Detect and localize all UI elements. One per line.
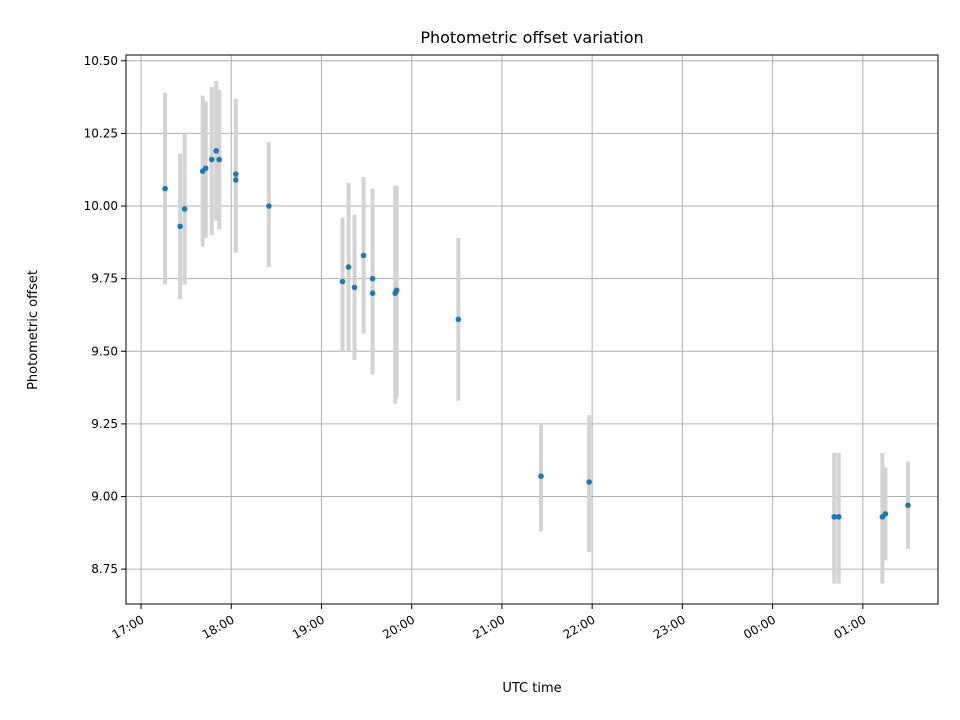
data-point <box>345 264 352 270</box>
data-point <box>208 156 215 163</box>
data-point <box>339 278 346 285</box>
grid-layer <box>126 55 938 604</box>
y-tick-label: 9.75 <box>91 272 118 286</box>
x-axis-label: UTC time <box>502 681 561 696</box>
data-point <box>455 316 462 323</box>
data-point <box>177 223 183 230</box>
y-tick-label: 10.25 <box>84 126 118 140</box>
data-point <box>586 479 592 485</box>
data-point <box>835 514 842 520</box>
data-point <box>393 287 400 294</box>
y-tick-label: 9.25 <box>91 417 118 431</box>
data-point <box>360 252 367 259</box>
data-point <box>216 156 223 163</box>
y-tick-label: 10.50 <box>84 54 118 68</box>
y-tick-label: 10.00 <box>84 199 118 213</box>
data-point <box>369 290 376 296</box>
data-point <box>202 165 209 172</box>
data-point <box>266 203 272 209</box>
y-axis-label: Photometric offset <box>26 270 41 390</box>
point-layer <box>162 148 911 520</box>
data-point <box>232 171 239 177</box>
data-point <box>905 502 911 509</box>
data-point <box>232 177 239 183</box>
data-point <box>351 284 358 291</box>
data-point <box>831 514 838 520</box>
data-point <box>162 185 168 192</box>
y-axis: 8.75 9.00 9.25 9.50 9.75 10.00 10.25 10.50 <box>84 54 126 576</box>
y-tick-label: 8.75 <box>91 562 118 576</box>
data-point <box>538 473 544 479</box>
data-point <box>882 511 889 517</box>
data-point <box>181 206 188 212</box>
y-tick-label: 9.50 <box>91 344 118 358</box>
data-point <box>369 275 376 282</box>
y-tick-label: 9.00 <box>91 490 118 504</box>
chart-title: Photometric offset variation <box>420 28 643 47</box>
plot-frame <box>125 54 939 605</box>
data-point <box>213 148 220 154</box>
